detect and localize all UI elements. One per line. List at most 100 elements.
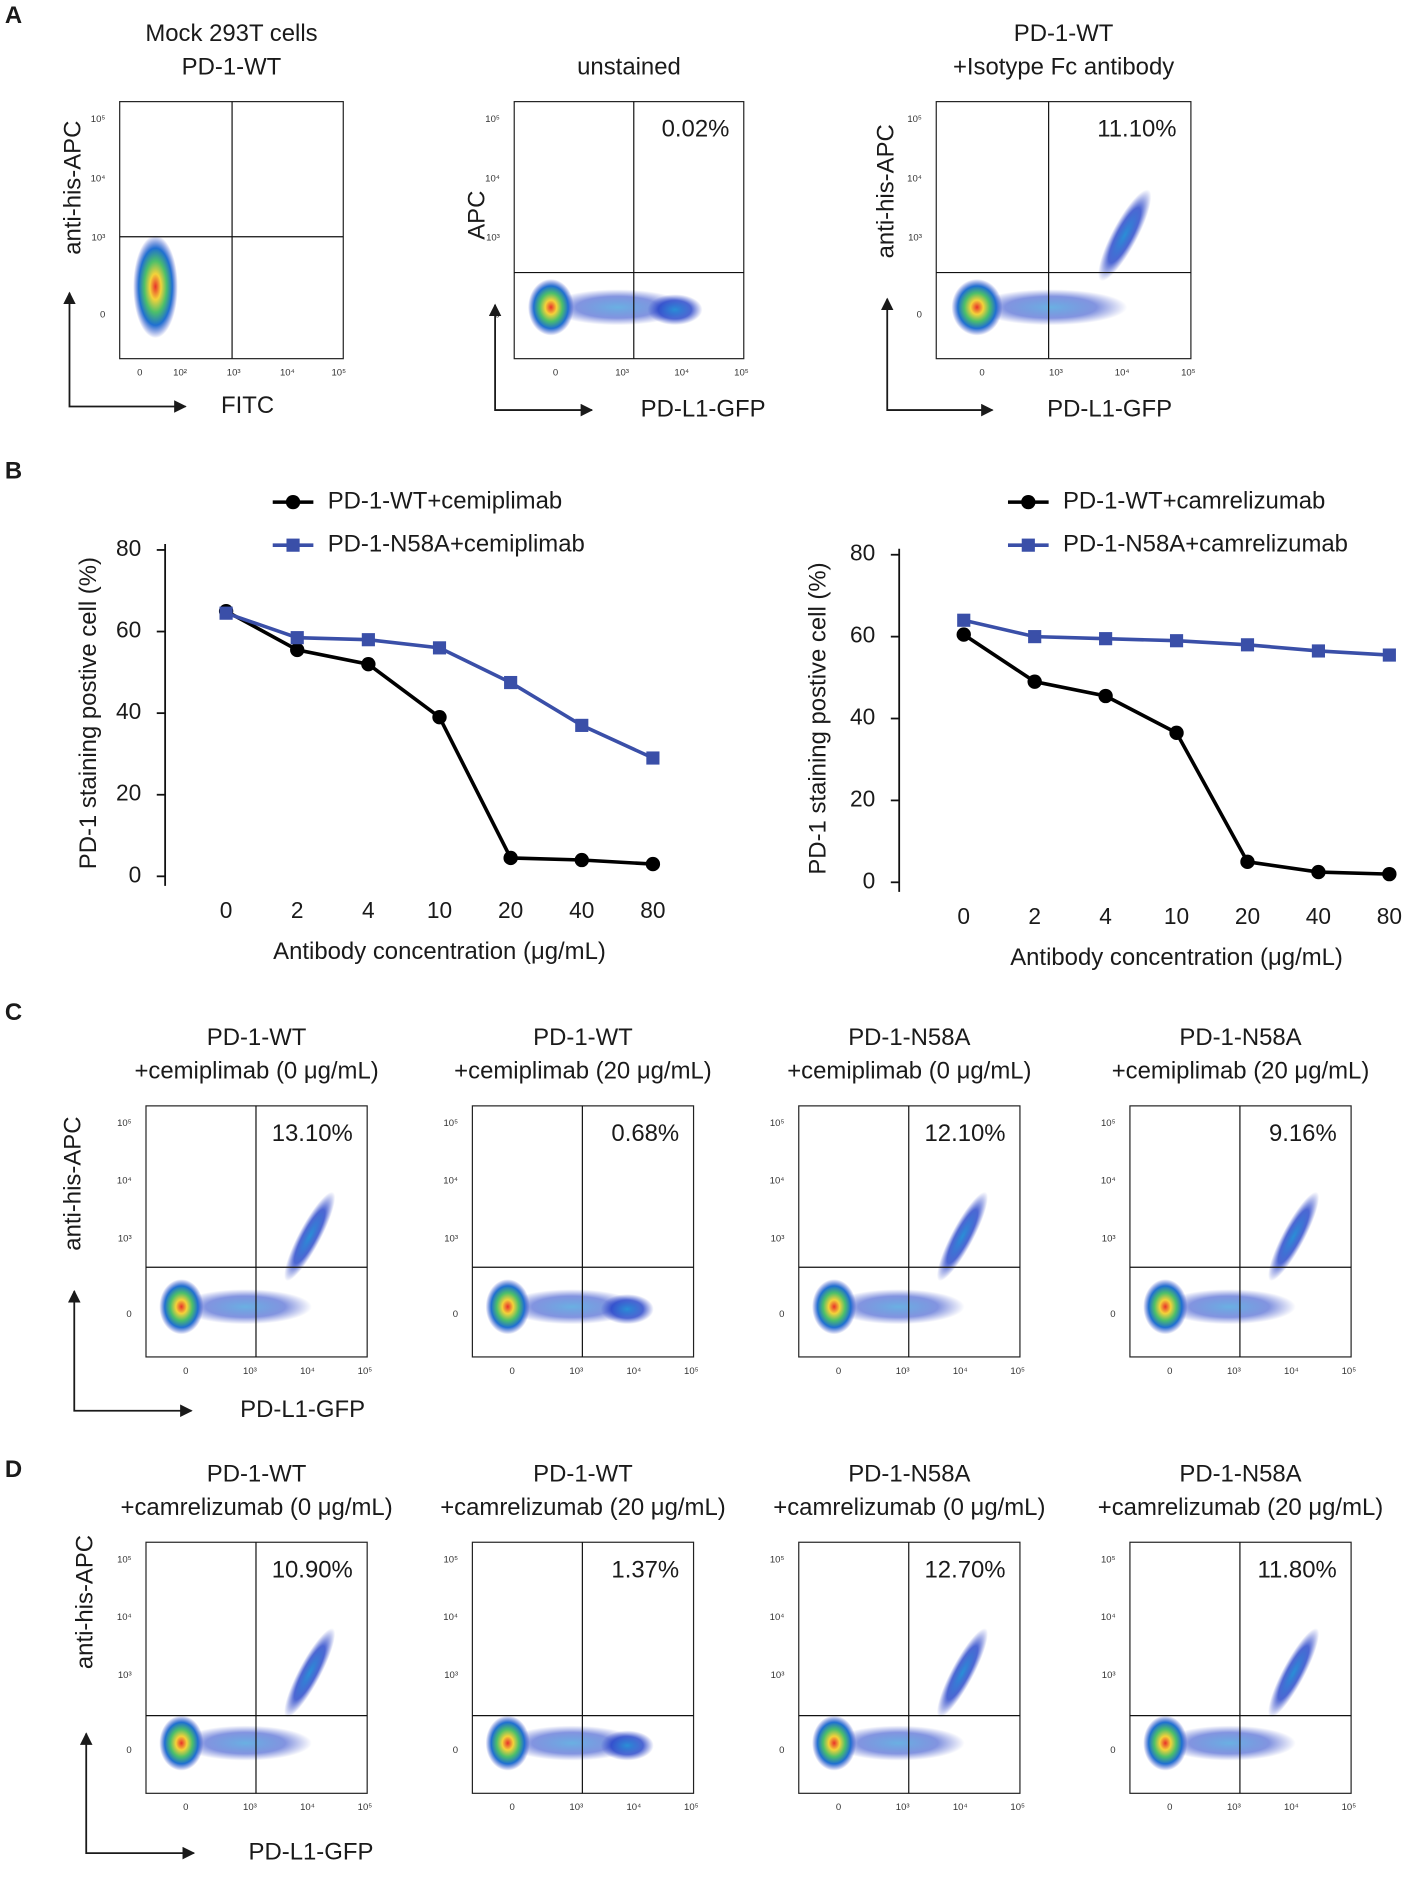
x-axis-label: PD-L1-GFP — [1047, 395, 1172, 422]
cell-cloud — [831, 1725, 965, 1761]
x-tick-label: 0 — [510, 1802, 515, 1813]
plot-title: PD-1-WT — [207, 1024, 307, 1051]
x-tick-label: 10³ — [569, 1802, 583, 1813]
y-tick-label: 10⁵ — [907, 114, 922, 125]
y-tick-label: 0 — [779, 1745, 784, 1756]
x-tick-label: 20 — [1235, 903, 1260, 929]
cell-cloud — [159, 1715, 204, 1771]
x-tick-label: 10⁴ — [674, 368, 689, 379]
cell-cloud — [179, 1725, 312, 1761]
legend-marker — [285, 494, 301, 510]
x-tick-label: 0 — [553, 368, 558, 379]
marker — [575, 718, 589, 732]
x-axis-label: PD-L1-GFP — [641, 395, 766, 422]
x-tick-label: 10³ — [243, 1802, 257, 1813]
x-tick-label: 10³ — [569, 1366, 583, 1377]
marker — [1028, 630, 1042, 644]
x-tick-label: 2 — [291, 897, 304, 923]
cell-cloud — [1098, 189, 1152, 282]
y-tick-label: 10⁵ — [485, 114, 500, 125]
marker — [1169, 725, 1184, 741]
x-tick-label: 40 — [569, 897, 594, 923]
y-tick-label: 60 — [116, 617, 141, 643]
axis-arrow — [79, 1732, 196, 1860]
cell-cloud — [284, 1191, 336, 1282]
plot-title: +cemiplimab (0 μg/mL) — [787, 1058, 1031, 1085]
y-tick-label: 0 — [917, 309, 922, 320]
quadrant-percent: 0.02% — [662, 116, 730, 143]
axis-arrow — [63, 291, 187, 413]
plot-title: PD-1-WT — [207, 1461, 307, 1488]
legend-marker — [286, 538, 300, 552]
plot-title: unstained — [577, 53, 681, 80]
x-tick-label: 0 — [137, 368, 142, 379]
y-tick-label: 40 — [116, 698, 141, 724]
x-tick-label: 4 — [1099, 903, 1112, 929]
x-tick-label: 10⁵ — [358, 1366, 373, 1377]
marker — [432, 710, 447, 725]
cell-cloud — [1163, 1725, 1296, 1761]
plot-title: PD-1-WT — [533, 1461, 633, 1488]
x-tick-label: 10³ — [1227, 1366, 1241, 1377]
x-tick-label: 10³ — [227, 368, 241, 379]
y-tick-label: 10⁵ — [91, 114, 106, 125]
y-tick-label: 10⁴ — [1101, 1176, 1116, 1187]
cell-cloud — [936, 1628, 988, 1718]
cell-cloud — [284, 1628, 336, 1718]
quadrant-percent: 12.70% — [924, 1556, 1005, 1583]
legend-label: PD-1-N58A+camrelizumab — [1063, 530, 1348, 557]
y-axis-label: anti-his-APC — [60, 121, 87, 255]
marker — [503, 850, 518, 866]
x-tick-label: 10⁵ — [684, 1366, 699, 1377]
x-axis-label: PD-L1-GFP — [240, 1396, 365, 1423]
legend-label: PD-1-N58A+cemiplimab — [328, 530, 585, 557]
y-tick-label: 10³ — [92, 232, 106, 243]
cell-cloud — [831, 1289, 965, 1325]
x-tick-label: 0 — [1167, 1366, 1172, 1377]
x-tick-label: 10⁵ — [1010, 1366, 1025, 1377]
plot-title: +camrelizumab (20 μg/mL) — [1098, 1494, 1383, 1521]
x-tick-label: 80 — [1377, 903, 1402, 929]
x-tick-label: 0 — [183, 1366, 188, 1377]
marker — [432, 641, 447, 655]
y-tick-label: 0 — [453, 1745, 458, 1756]
x-tick-label: 10³ — [243, 1366, 257, 1377]
x-tick-label: 10⁵ — [358, 1802, 373, 1813]
x-tick-label: 10⁴ — [1284, 1802, 1299, 1813]
cell-cloud — [159, 1279, 204, 1335]
x-tick-label: 10⁵ — [1181, 368, 1196, 379]
plot-title: PD-1-WT — [1014, 20, 1114, 47]
y-tick-label: 10³ — [771, 1233, 785, 1244]
y-axis-label: anti-his-APC — [873, 124, 900, 258]
cell-cloud — [485, 1715, 530, 1771]
x-tick-label: 10⁵ — [332, 368, 347, 379]
marker — [1311, 864, 1326, 880]
x-axis-label: FITC — [221, 392, 274, 419]
x-tick-label: 10⁴ — [280, 368, 295, 379]
plot-title: Mock 293T cells — [145, 20, 317, 47]
marker — [1311, 644, 1326, 658]
x-tick-label: 10⁵ — [1342, 1802, 1357, 1813]
quadrant-percent: 12.10% — [924, 1120, 1005, 1147]
cell-cloud — [812, 1279, 857, 1335]
y-tick-label: 10⁵ — [443, 1554, 458, 1565]
x-tick-label: 10⁴ — [953, 1366, 968, 1377]
x-tick-label: 0 — [979, 368, 984, 379]
x-axis-label: Antibody concentration (μg/mL) — [273, 938, 606, 965]
x-tick-label: 10⁵ — [1342, 1366, 1357, 1377]
plot-title: PD-1-WT — [533, 1024, 633, 1051]
y-tick-label: 10⁴ — [907, 173, 922, 184]
y-tick-label: 10³ — [771, 1670, 785, 1681]
x-tick-label: 0 — [1167, 1802, 1172, 1813]
panel-label: C — [5, 999, 22, 1026]
x-tick-label: 10⁵ — [734, 368, 749, 379]
y-tick-label: 80 — [116, 535, 141, 561]
plot-title: +camrelizumab (0 μg/mL) — [120, 1494, 392, 1521]
y-axis-label: PD-1 staining postive cell (%) — [75, 557, 102, 869]
panel-label: A — [5, 2, 22, 29]
marker — [290, 642, 305, 658]
panel-label: B — [5, 458, 22, 485]
cell-cloud — [600, 1294, 654, 1325]
plot-title: +cemiplimab (20 μg/mL) — [454, 1058, 712, 1085]
marker — [1169, 634, 1184, 648]
